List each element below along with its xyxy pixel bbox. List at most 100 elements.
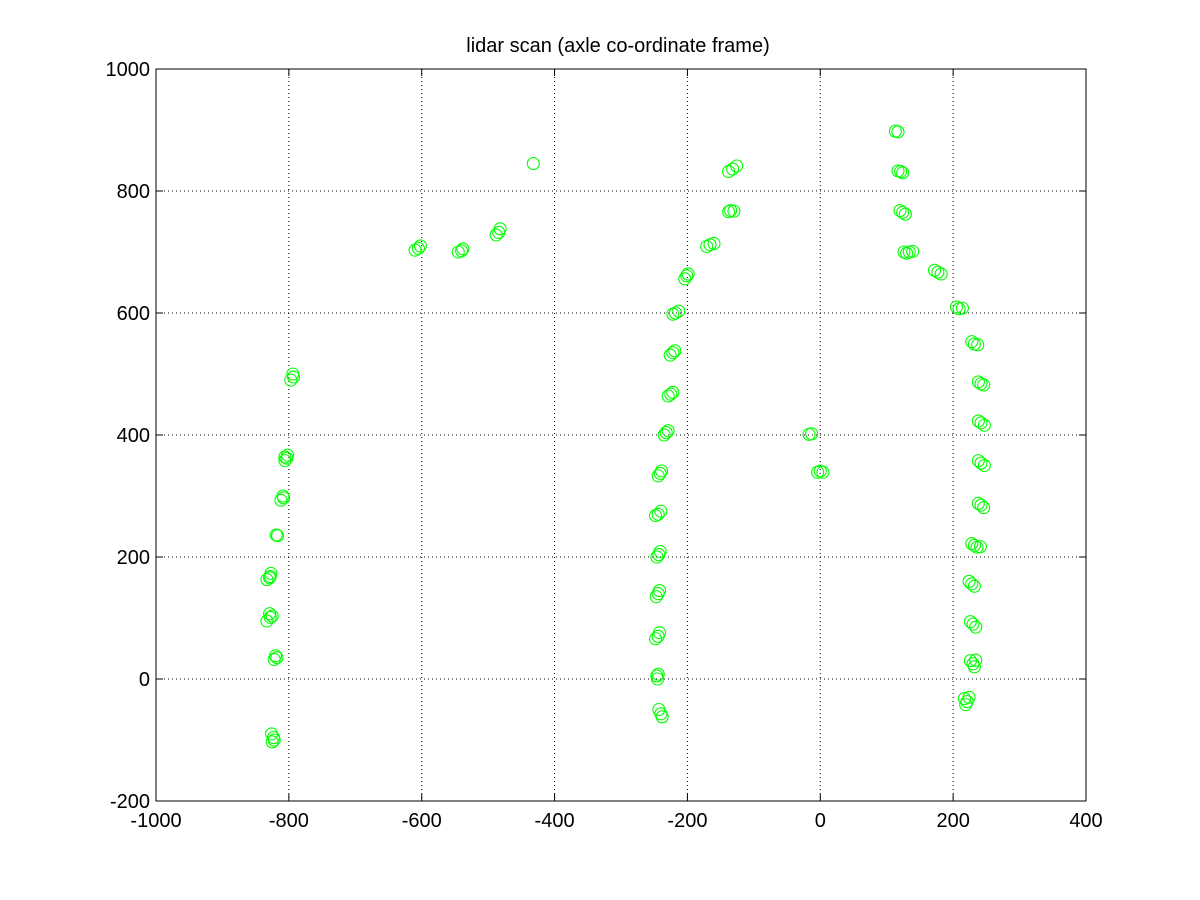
data-point [894,164,908,179]
data-point [969,653,983,667]
data-point [965,335,979,349]
data-point [967,660,981,674]
y-tick-label: 0 [139,669,150,691]
data-point [722,205,736,219]
data-point [659,426,673,440]
data-point [263,571,277,585]
x-tick-label: 400 [1069,810,1102,832]
data-point [681,267,695,281]
data-point [727,204,741,218]
data-point [965,577,979,591]
x-tick-label: -200 [667,810,707,832]
data-point [278,450,292,464]
data-point [707,236,721,251]
data-point [270,651,284,665]
data-point [816,465,830,479]
data-point [805,427,819,441]
data-point [653,544,667,559]
data-point [655,710,669,724]
y-tick-label: 600 [117,303,150,325]
y-tick-label: 200 [117,547,150,569]
data-point [957,691,971,706]
data-point [966,617,980,631]
data-point [526,157,540,171]
data-point [730,159,744,173]
data-point [652,626,667,640]
data-point [974,456,988,470]
data-point [977,458,991,473]
data-point [654,504,668,518]
data-point [974,416,988,430]
data-point [265,609,279,623]
y-tick-label: 1000 [106,59,151,81]
x-tick-label: -600 [402,810,442,832]
data-point [263,607,277,621]
data-point [663,348,677,362]
data-point [666,346,680,360]
data-point [265,727,279,741]
data-point [896,166,910,180]
data-point [651,667,665,681]
data-point [949,300,964,314]
data-point [654,464,669,478]
data-point [955,301,969,315]
data-point [959,698,973,712]
data-point [650,672,665,686]
data-point [898,207,912,221]
x-tick-label: 200 [936,810,969,832]
data-point [700,239,714,254]
grid-lines [156,69,1086,801]
data-point [284,373,298,387]
data-point [265,735,279,749]
data-point [672,304,686,318]
data-point [661,389,675,403]
data-point [280,448,295,462]
data-point [651,507,665,521]
y-tick-label: -200 [110,791,150,813]
data-point [269,649,283,663]
data-point [962,690,976,704]
data-point [666,385,680,399]
data-point [664,387,678,401]
data-point [680,269,694,283]
x-tick-label: -800 [269,810,309,832]
data-point [977,378,991,392]
data-point [974,498,988,512]
data-point [652,583,667,598]
data-point [931,265,945,279]
data-point [271,529,285,543]
data-point [977,501,991,515]
data-points [260,124,991,749]
data-point [896,205,910,219]
data-point [927,263,942,277]
data-point [971,338,985,352]
x-tick-label: -400 [535,810,575,832]
data-point [934,267,948,281]
data-point [973,540,987,554]
y-tick-label: 400 [117,425,150,447]
data-point [455,244,469,258]
y-tick-label: 800 [117,181,150,203]
data-point [456,242,470,256]
data-point [668,306,683,320]
data-point [661,424,675,438]
data-point [967,579,981,593]
data-point [977,418,991,432]
data-point [962,574,976,588]
data-point [906,244,920,258]
data-point [267,733,281,747]
data-point [891,125,905,139]
data-point [657,428,671,442]
data-point [726,162,740,176]
data-point [413,239,427,253]
x-tick-label: 0 [815,810,826,832]
axis-ticks: -1000 -800 -600 -400 -200 0 200 400 -200 0 200 400 6… [106,59,1103,832]
data-point [653,466,667,480]
data-point [967,538,981,552]
chart-title: lidar scan (axle co-ordinate frame) [466,35,769,57]
x-tick-label: -1000 [130,810,181,832]
data-point [668,344,682,358]
data-point [649,590,663,604]
